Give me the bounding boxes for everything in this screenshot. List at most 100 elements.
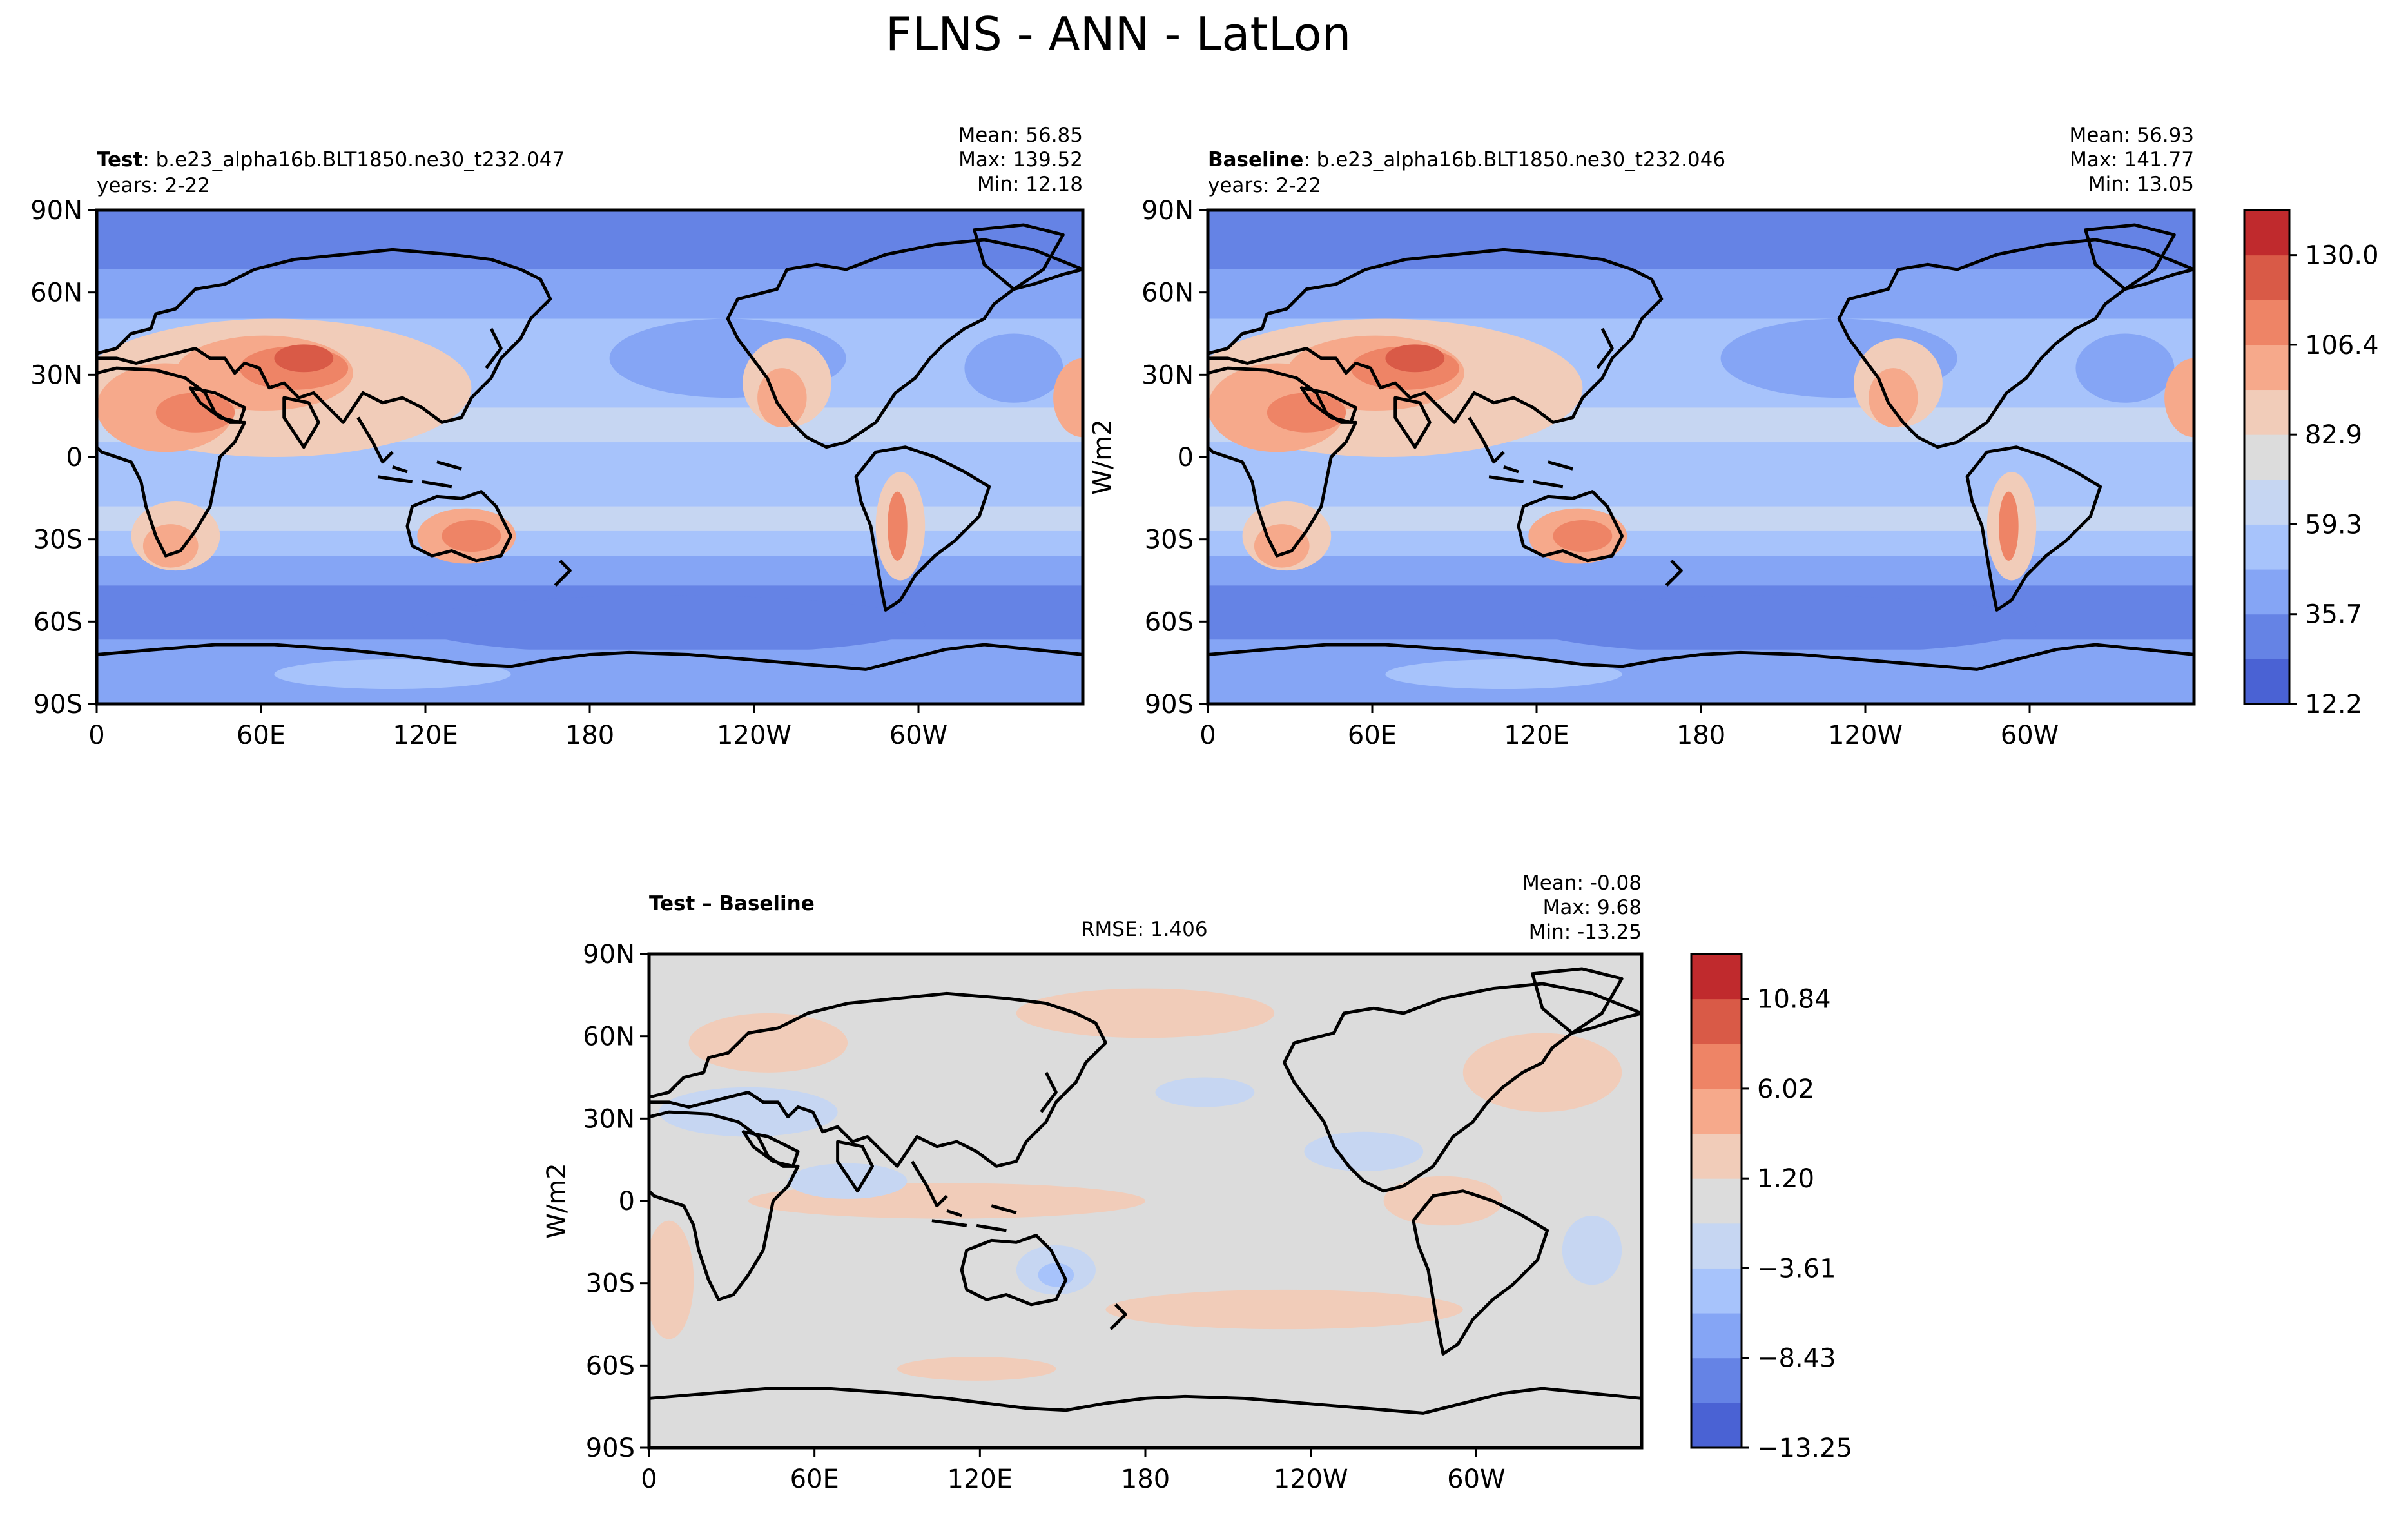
colorbar-tick-label: 82.9: [2305, 420, 2362, 450]
panel-test: 0 60E 120E 180 120W 60W 90N 60N 30N 0 30S 60S 90S Tes…: [30, 124, 1085, 750]
panel-subtitle: years: 2-22: [97, 174, 210, 197]
colorbar-frame: [2243, 209, 2291, 705]
colorbar-tick-label: 106.4: [2305, 331, 2379, 360]
y-tick-label: 90N: [583, 940, 635, 969]
x-tick-label: 0: [88, 721, 104, 750]
y-tick-label: 90S: [586, 1434, 635, 1463]
colorbar-tick-label: −8.43: [1757, 1344, 1836, 1374]
y-tick-label: 60N: [1141, 278, 1194, 308]
x-tick-label: 120E: [393, 721, 458, 750]
colorbar-difference: 10.84 6.02 1.20 −3.61 −8.43 −13.25: [1690, 953, 1852, 1463]
colorbar-tick-label: 6.02: [1757, 1075, 1814, 1104]
x-tick-label: 180: [1121, 1464, 1170, 1494]
y-tick-label: 60S: [34, 607, 83, 637]
x-tick-label: 60W: [889, 721, 947, 750]
y-tick-label: 60N: [30, 278, 83, 308]
colorbar-tick-label: 35.7: [2305, 600, 2362, 630]
y-tick-label: 30N: [583, 1104, 635, 1134]
stat-1: Max: 141.77: [2070, 148, 2194, 171]
stat-0: Mean: 56.93: [2069, 124, 2194, 147]
colorbar-swatch: [1691, 1313, 1742, 1359]
x-tick-label: 120W: [1274, 1464, 1348, 1494]
colorbar-tick-label: 10.84: [1757, 985, 1831, 1015]
colorbar-swatch: [1691, 1357, 1742, 1403]
colorbar-tick-label: −3.61: [1757, 1254, 1836, 1283]
colorbar-swatch: [2244, 614, 2289, 659]
y-tick-label: 30S: [34, 525, 83, 555]
colorbar-swatch: [2244, 300, 2289, 345]
colorbar-swatch: [2244, 255, 2289, 300]
stat-2: Min: 12.18: [977, 173, 1083, 196]
colorbar-swatch: [1691, 1223, 1742, 1269]
colorbar-swatch: [1691, 1044, 1742, 1089]
x-tick-label: 180: [1676, 721, 1725, 750]
y-tick-label: 0: [1178, 443, 1194, 472]
colorbar-swatch: [2244, 479, 2289, 525]
colorbar-swatch: [2244, 569, 2289, 615]
y-tick-label: 60S: [586, 1351, 635, 1381]
map-difference: [649, 954, 1642, 1448]
colorbar-tick-label: 130.0: [2305, 241, 2379, 271]
colorbar-swatch: [2244, 210, 2289, 256]
field-contours: [1208, 210, 2194, 704]
panel-title: Test: b.e23_alpha16b.BLT1850.ne30_t232.0…: [97, 148, 565, 171]
x-tick-label: 0: [641, 1464, 657, 1494]
x-tick-label: 60W: [1447, 1464, 1505, 1494]
map-test: [97, 210, 1083, 704]
colorbar-swatch: [1691, 1268, 1742, 1314]
x-tick-label: 60E: [1348, 721, 1397, 750]
y-tick-label: 60N: [583, 1022, 635, 1052]
colorbar-swatch: [1691, 1178, 1742, 1224]
x-tick-label: 120W: [717, 721, 791, 750]
stat-0: Mean: 56.85: [958, 124, 1083, 147]
y-tick-label: 90S: [1145, 690, 1194, 719]
y-tick-label: 90N: [1141, 196, 1194, 226]
y-tick-label: 30N: [1141, 360, 1194, 390]
colorbar-tick-label: 59.3: [2305, 510, 2362, 540]
x-tick-label: 0: [1199, 721, 1216, 750]
panel-subtitle: years: 2-22: [1208, 174, 1321, 197]
colorbar-tick-label: 12.2: [2305, 690, 2362, 719]
colorbar-swatch: [1691, 998, 1742, 1044]
x-tick-label: 60E: [790, 1464, 839, 1494]
figure-title: FLNS - ANN - LatLon: [886, 7, 1352, 61]
y-axis-label: W/m2: [542, 1163, 572, 1238]
y-tick-label: 0: [66, 443, 83, 472]
colorbar-tick-label: 1.20: [1757, 1164, 1814, 1194]
colorbar-swatch: [2244, 659, 2289, 705]
colorbar-swatch: [1691, 1133, 1742, 1179]
y-tick-label: 30N: [30, 360, 83, 390]
rmse-label: RMSE: 1.406: [1081, 918, 1208, 941]
y-tick-label: 90S: [34, 690, 83, 719]
colorbar-baseline: 130.0 106.4 82.9 59.3 35.7 12.2: [2243, 209, 2379, 719]
colorbar-swatch: [2244, 344, 2289, 391]
panel-title: Test – Baseline: [649, 892, 815, 915]
x-tick-label: 120E: [1504, 721, 1569, 750]
stat-0: Mean: -0.08: [1522, 871, 1642, 895]
x-tick-label: 120E: [947, 1464, 1013, 1494]
y-tick-label: 60S: [1145, 607, 1194, 637]
field-contours: [97, 210, 1083, 704]
stat-2: Min: -13.25: [1529, 920, 1642, 944]
stat-2: Min: 13.05: [2088, 173, 2194, 196]
colorbar-swatch: [1691, 954, 1742, 1000]
panel-title: Baseline: b.e23_alpha16b.BLT1850.ne30_t2…: [1208, 148, 1725, 171]
colorbar-swatch: [2244, 434, 2289, 480]
colorbar-swatch: [2244, 524, 2289, 570]
colorbar-swatch: [1691, 1088, 1742, 1134]
x-tick-label: 120W: [1828, 721, 1903, 750]
colorbar-swatch: [2244, 389, 2289, 435]
panel-baseline: 0 60E 120E 180 120W 60W 90N 60N 30N 0 30S 60S 90S Bas…: [1088, 124, 2196, 750]
y-tick-label: 90N: [30, 196, 83, 226]
stat-1: Max: 139.52: [958, 148, 1083, 171]
y-tick-label: 30S: [586, 1269, 635, 1299]
stat-1: Max: 9.68: [1543, 896, 1642, 919]
y-tick-label: 0: [619, 1187, 635, 1216]
colorbar-tick-label: −13.25: [1757, 1434, 1852, 1463]
x-tick-label: 180: [565, 721, 614, 750]
panel-difference: 0 60E 120E 180 120W 60W 90N 60N 30N 0 30S 60S 90S Tes…: [542, 871, 1644, 1494]
y-tick-label: 30S: [1145, 525, 1194, 555]
y-axis-label: W/m2: [1088, 419, 1118, 494]
x-tick-label: 60W: [2001, 721, 2059, 750]
